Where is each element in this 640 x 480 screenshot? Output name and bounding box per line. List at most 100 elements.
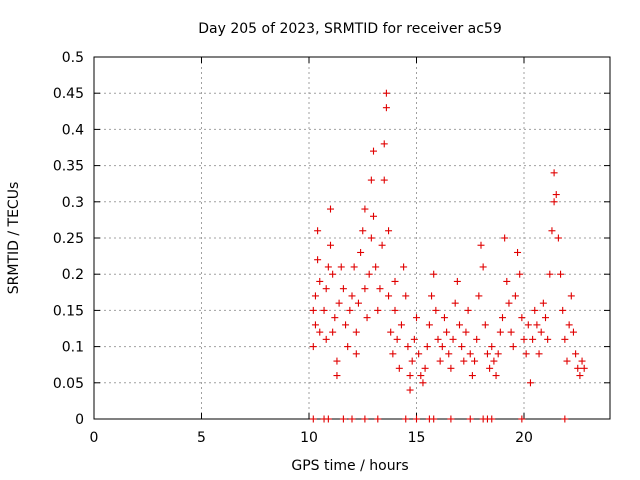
y-tick-label: 0.2 [62, 267, 84, 283]
data-point [479, 263, 487, 271]
data-point [572, 350, 580, 358]
data-point [393, 335, 401, 343]
data-point [430, 415, 438, 423]
data-point [361, 415, 369, 423]
y-tick-label: 0.15 [53, 303, 84, 319]
y-tick-label: 0.4 [62, 122, 84, 138]
data-point [385, 292, 393, 300]
data-point [339, 415, 347, 423]
data-point [475, 292, 483, 300]
data-point [374, 415, 382, 423]
data-point [309, 343, 317, 351]
data-point [404, 343, 412, 351]
data-point [552, 191, 560, 199]
data-point [335, 299, 343, 307]
data-point [348, 415, 356, 423]
data-point [460, 357, 468, 365]
data-point [507, 328, 515, 336]
data-point [380, 176, 388, 184]
data-point [531, 306, 539, 314]
data-point [352, 350, 360, 358]
data-point [348, 292, 356, 300]
x-axis-label: GPS time / hours [291, 458, 408, 474]
data-point [443, 328, 451, 336]
data-point [518, 415, 526, 423]
data-point [451, 299, 459, 307]
data-point [391, 306, 399, 314]
data-point [370, 147, 377, 155]
data-point [337, 263, 345, 271]
data-point [440, 314, 448, 322]
data-point [503, 277, 511, 285]
data-point [466, 350, 474, 358]
data-point [567, 292, 575, 300]
x-tick-label: 20 [515, 430, 533, 446]
data-point [329, 328, 337, 336]
data-point [542, 314, 549, 322]
data-point [529, 335, 537, 343]
data-point [387, 328, 395, 336]
data-point [544, 335, 552, 343]
data-point [410, 335, 418, 343]
data-point [382, 89, 390, 97]
data-point [380, 140, 388, 148]
data-point [372, 263, 380, 271]
data-point [322, 285, 330, 293]
data-point [344, 343, 352, 351]
data-point [363, 314, 371, 322]
data-point [518, 314, 526, 322]
data-point [511, 292, 519, 300]
data-point [314, 256, 322, 264]
data-point [488, 343, 496, 351]
data-point [473, 335, 481, 343]
data-point [406, 372, 414, 380]
y-axis-label: SRMTID / TECUs [6, 182, 22, 295]
data-point [359, 227, 367, 235]
chart-title: Day 205 of 2023, SRMTID for receiver ac5… [198, 21, 502, 37]
y-tick-label: 0.05 [53, 376, 84, 392]
data-point [496, 328, 504, 336]
data-point [537, 328, 545, 336]
data-point [471, 357, 479, 365]
data-point [419, 379, 427, 387]
data-point [320, 306, 328, 314]
data-point [311, 321, 319, 329]
data-point [524, 321, 532, 329]
data-point [468, 372, 476, 380]
data-point [329, 270, 337, 278]
data-point [526, 379, 534, 387]
data-point [376, 285, 384, 293]
data-point [316, 328, 324, 336]
data-point [514, 248, 522, 256]
data-point [580, 364, 588, 372]
data-point [486, 364, 494, 372]
x-tick-label: 0 [90, 430, 99, 446]
data-point [333, 357, 341, 365]
data-point [385, 227, 393, 235]
data-point [548, 227, 556, 235]
data-point [421, 364, 429, 372]
data-point [357, 248, 365, 256]
data-point [413, 415, 420, 423]
data-point [447, 364, 455, 372]
data-point [316, 277, 324, 285]
data-point [428, 292, 436, 300]
data-point [520, 335, 528, 343]
data-point [554, 234, 562, 242]
data-point [365, 270, 373, 278]
data-point [447, 415, 455, 423]
data-point [367, 234, 375, 242]
data-point [342, 321, 350, 329]
data-point [331, 314, 339, 322]
data-point [462, 328, 470, 336]
data-point [535, 350, 543, 358]
data-point [501, 234, 509, 242]
data-point [350, 263, 358, 271]
data-point [488, 415, 496, 423]
data-point [400, 263, 408, 271]
data-point [490, 357, 498, 365]
data-point [522, 350, 530, 358]
data-point [378, 241, 386, 249]
y-tick-label: 0.25 [53, 231, 84, 247]
data-point [550, 169, 558, 177]
